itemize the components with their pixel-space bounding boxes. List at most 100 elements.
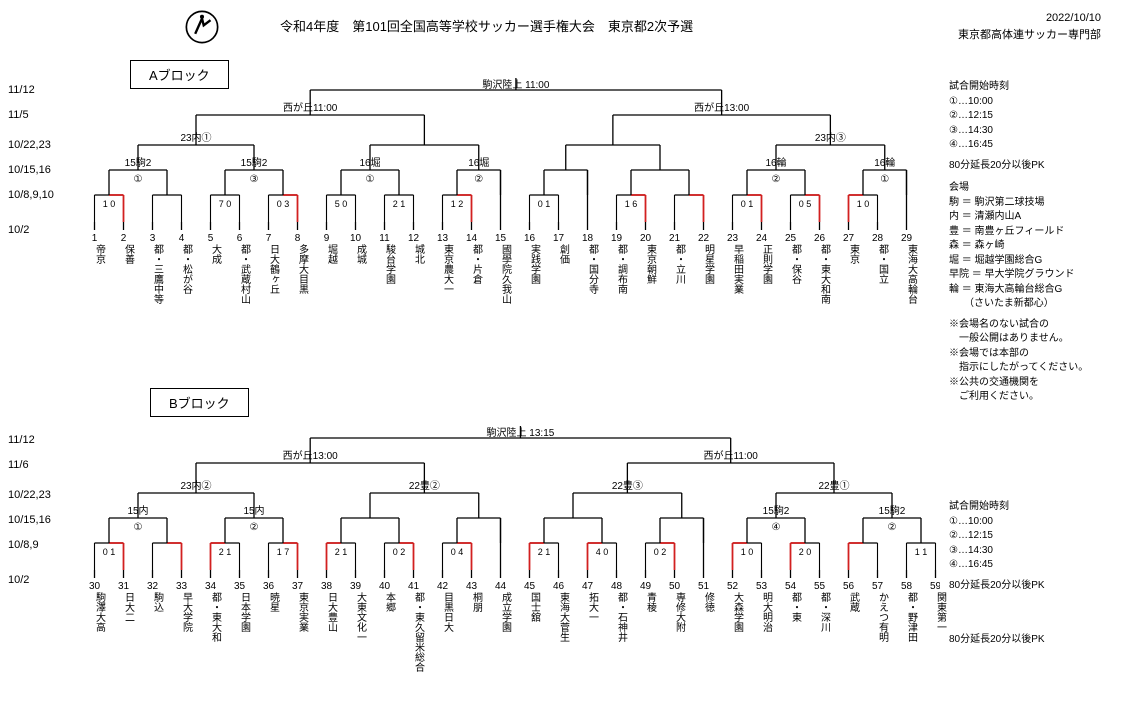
- svg-text:0 2: 0 2: [393, 547, 406, 557]
- svg-text:8: 8: [295, 233, 301, 244]
- team-label: 帝京: [87, 244, 104, 264]
- svg-text:0 5: 0 5: [799, 199, 812, 209]
- svg-text:1 0: 1 0: [741, 547, 754, 557]
- svg-text:1: 1: [92, 233, 98, 244]
- team-label: 明星学園: [696, 244, 713, 284]
- team-label: 都・片倉: [464, 244, 481, 284]
- svg-text:駒沢陸上 11:00: 駒沢陸上 11:00: [482, 78, 549, 91]
- svg-text:36: 36: [263, 581, 275, 592]
- svg-text:0 1: 0 1: [741, 199, 754, 209]
- svg-text:59: 59: [930, 581, 940, 592]
- info-venue: 早院 ＝ 早大学院グラウンド: [949, 268, 1109, 283]
- team-label: 青稜: [638, 592, 655, 612]
- svg-text:1 7: 1 7: [277, 547, 290, 557]
- round-date: 10/8,9: [8, 539, 39, 551]
- svg-text:5: 5: [208, 233, 214, 244]
- team-label: 都・深川: [812, 592, 829, 632]
- team-label: 目黒日大: [435, 592, 452, 632]
- svg-text:18: 18: [582, 233, 594, 244]
- info-extra: 80分延長20分以後PK: [949, 633, 1109, 648]
- team-label: 東海大高輪台: [899, 244, 916, 304]
- info-start-time: ②…12:15: [949, 529, 1109, 544]
- svg-text:17: 17: [553, 233, 565, 244]
- svg-text:40: 40: [379, 581, 391, 592]
- svg-text:20: 20: [640, 233, 652, 244]
- svg-text:②: ②: [772, 174, 781, 185]
- svg-text:①: ①: [134, 522, 143, 533]
- info-venue: 内 ＝ 清瀬内山A: [949, 210, 1109, 225]
- round-date: 11/12: [8, 84, 35, 96]
- round-date: 10/2: [8, 224, 29, 236]
- svg-text:50: 50: [669, 581, 681, 592]
- svg-text:2 1: 2 1: [219, 547, 232, 557]
- svg-text:51: 51: [698, 581, 710, 592]
- svg-text:③: ③: [250, 174, 259, 185]
- svg-text:2: 2: [121, 233, 127, 244]
- logo-icon: [185, 10, 219, 44]
- svg-text:7: 7: [266, 233, 272, 244]
- svg-text:56: 56: [843, 581, 855, 592]
- info-start-time: ④…16:45: [949, 558, 1109, 573]
- svg-text:2 1: 2 1: [538, 547, 551, 557]
- team-label: 早稲田実業: [725, 244, 742, 294]
- svg-text:7 0: 7 0: [219, 199, 232, 209]
- round-date: 10/22,23: [8, 139, 51, 151]
- team-label: 堀越: [319, 244, 336, 264]
- svg-text:44: 44: [495, 581, 507, 592]
- round-date: 10/15,16: [8, 514, 51, 526]
- svg-text:55: 55: [814, 581, 826, 592]
- info-start-time: ①…10:00: [949, 515, 1109, 530]
- svg-text:15: 15: [495, 233, 507, 244]
- info-note: 一般公開はありません。: [949, 332, 1109, 347]
- info-venue: （さいたま新都心）: [949, 297, 1109, 312]
- svg-text:52: 52: [727, 581, 739, 592]
- team-label: 保善: [116, 244, 133, 264]
- svg-text:④: ④: [772, 522, 781, 533]
- svg-text:54: 54: [785, 581, 797, 592]
- info-start-title: 試合開始時刻: [949, 500, 1109, 515]
- team-label: 修徳: [696, 592, 713, 612]
- team-label: 日大豊山: [319, 592, 336, 632]
- svg-text:21: 21: [669, 233, 681, 244]
- team-label: 成立学園: [493, 592, 510, 632]
- team-label: 駒澤大高: [87, 592, 104, 632]
- svg-text:16: 16: [524, 233, 536, 244]
- svg-text:29: 29: [901, 233, 913, 244]
- round-date: 10/8,9,10: [8, 189, 54, 201]
- svg-text:37: 37: [292, 581, 304, 592]
- info-start-time: ③…14:30: [949, 544, 1109, 559]
- svg-text:駒沢陸上 13:15: 駒沢陸上 13:15: [487, 426, 555, 439]
- team-label: 東京朝鮮: [638, 244, 655, 284]
- team-label: 正則学園: [754, 244, 771, 284]
- team-label: 創価: [551, 244, 568, 264]
- team-label: 桐朋: [464, 592, 481, 612]
- info-start-time: ③…14:30: [949, 124, 1109, 139]
- svg-text:②: ②: [888, 522, 897, 533]
- svg-text:45: 45: [524, 581, 536, 592]
- info-venue: 堀 ＝ 堀越学園総合G: [949, 254, 1109, 269]
- svg-text:②: ②: [250, 522, 259, 533]
- team-label: 城北: [406, 244, 423, 264]
- svg-text:28: 28: [872, 233, 884, 244]
- svg-text:33: 33: [176, 581, 188, 592]
- svg-text:42: 42: [437, 581, 449, 592]
- svg-text:②: ②: [474, 174, 483, 185]
- info-start-title: 試合開始時刻: [949, 80, 1109, 95]
- team-label: 國學院久我山: [493, 244, 510, 304]
- svg-text:0 4: 0 4: [451, 547, 464, 557]
- svg-text:31: 31: [118, 581, 130, 592]
- team-label: 武蔵: [841, 592, 858, 612]
- team-label: 都・東大和南: [812, 244, 829, 304]
- info-panel-b: 試合開始時刻①…10:00②…12:15③…14:30④…16:45 80分延長2…: [949, 500, 1109, 648]
- svg-text:1 2: 1 2: [451, 199, 464, 209]
- team-label: 駿台学園: [377, 244, 394, 284]
- round-date: 10/2: [8, 574, 29, 586]
- svg-text:2 0: 2 0: [799, 547, 812, 557]
- team-label: 大森学園: [725, 592, 742, 632]
- svg-text:4: 4: [179, 233, 185, 244]
- team-label: 日本学園: [232, 592, 249, 632]
- team-label: 東京農大一: [435, 244, 452, 294]
- info-note: ※会場では本部の: [949, 347, 1109, 362]
- svg-text:0 2: 0 2: [654, 547, 667, 557]
- team-label: 都・東: [783, 592, 800, 622]
